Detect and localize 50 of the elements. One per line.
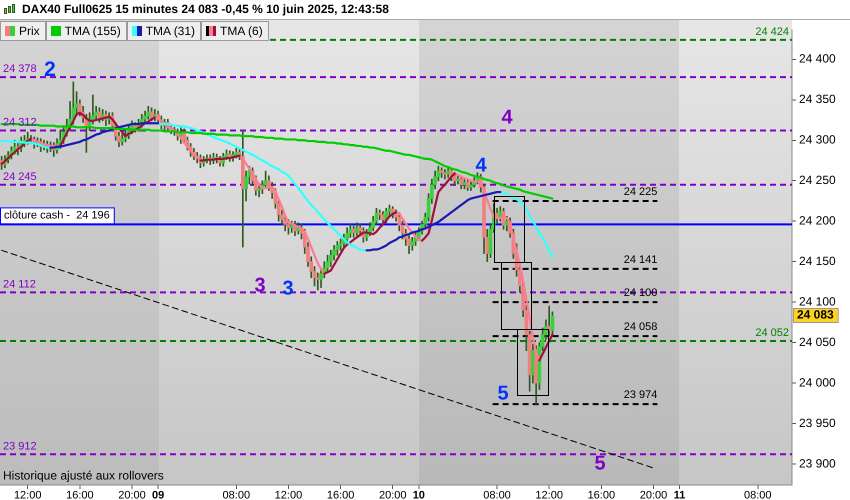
text: 24 083	[797, 307, 834, 322]
annotation: 4	[475, 154, 488, 177]
annotation: 4	[501, 106, 514, 129]
x-tick-label: 12:00	[274, 490, 302, 500]
y-tick-label: 24 400	[799, 52, 836, 66]
ref-line-label: 24 225	[624, 186, 658, 198]
ref-line-label: 23 974	[624, 389, 658, 402]
ref-line-label: 23 912	[3, 440, 37, 452]
chart-title: DAX40 Full0625 15 minutes 24 083 -0,45 % 10 juin 2025, 12:43:58	[22, 2, 389, 16]
x-tick-label: 12:00	[535, 490, 563, 500]
annotation: 3	[254, 274, 266, 297]
x-tick-label: 09	[152, 490, 164, 500]
legend-label: TMA (6)	[220, 24, 263, 38]
y-tick-label: 24 200	[799, 213, 836, 228]
x-tick-label: 20:00	[640, 490, 668, 500]
x-tick-label: 16:00	[326, 490, 354, 500]
legend-label: Prix	[19, 24, 40, 38]
legend-label: TMA (155)	[64, 24, 121, 38]
y-tick-label: 23 900	[799, 456, 836, 470]
x-tick-label: 08:00	[744, 490, 772, 500]
x-tick-label: 12:00	[14, 490, 42, 500]
x-tick-label: 16:00	[588, 490, 616, 500]
y-tick-label: 24 000	[799, 375, 836, 390]
annotation: Historique ajusté aux rollovers	[3, 468, 164, 482]
y-tick-label: 23 950	[799, 416, 836, 430]
x-tick-label: 11	[674, 490, 686, 500]
x-tick-label: 08:00	[222, 490, 250, 500]
x-tick-label: 16:00	[66, 490, 94, 500]
ref-line-label: 24 424	[755, 26, 789, 38]
ref-line-label: 24 378	[3, 63, 37, 76]
legend-label: TMA (31)	[146, 24, 196, 38]
ref-line-label: 24 058	[624, 321, 658, 334]
y-tick-label: 24 050	[799, 334, 836, 349]
annotation: 5	[497, 382, 509, 405]
ref-line-label: 24 052	[755, 326, 789, 339]
y-tick-label: 24 100	[799, 294, 836, 308]
x-tick-label: 20:00	[378, 490, 407, 500]
y-tick-label: 24 300	[799, 132, 836, 147]
x-tick-label: 20:00	[118, 490, 146, 500]
ref-line-label: 24 112	[3, 278, 36, 290]
x-tick-label: 10	[412, 490, 425, 500]
y-tick-label: 24 350	[799, 92, 836, 106]
ref-line-label: 24 141	[624, 254, 658, 266]
ref-line-label: 24 245	[3, 170, 37, 183]
annotation: 5	[594, 452, 606, 475]
ref-line-label: clôture cash - 24 196	[4, 209, 110, 222]
y-tick-label: 24 150	[799, 254, 836, 268]
annotation: 2	[44, 58, 56, 81]
x-tick-label: 08:00	[483, 490, 511, 500]
y-tick-label: 24 250	[799, 173, 836, 188]
